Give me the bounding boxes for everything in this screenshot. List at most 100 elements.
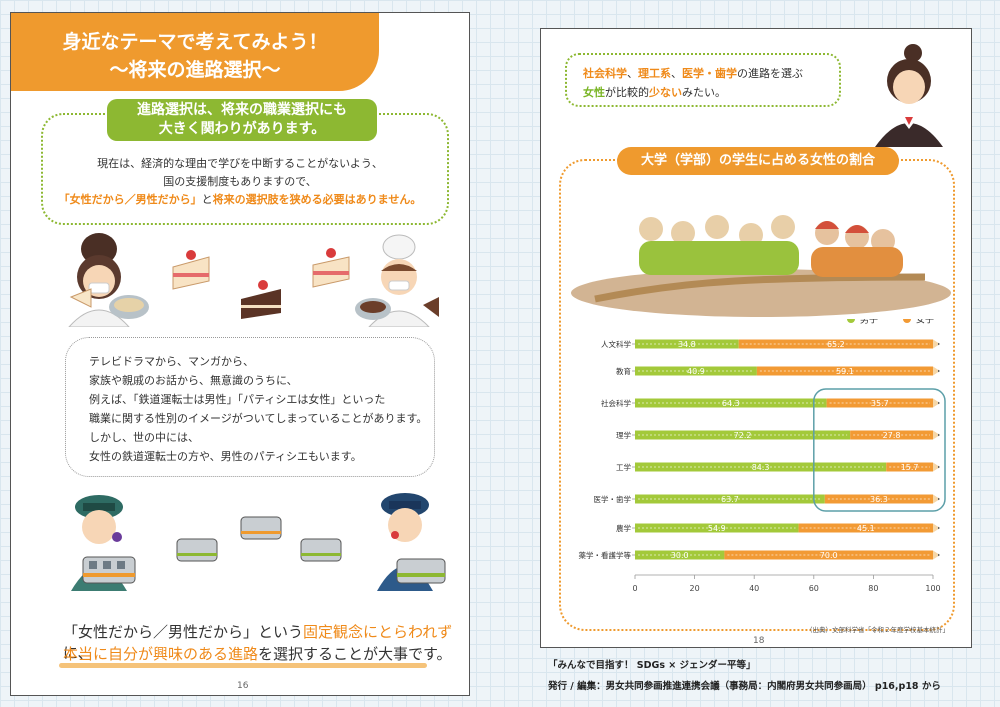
data-label: 40.9	[687, 367, 705, 376]
data-label: 45.1	[857, 524, 875, 533]
bar-segment	[738, 339, 933, 349]
field-science-engineering: 理工系	[638, 67, 671, 80]
bar-segment	[826, 398, 933, 408]
field-medicine: 医学・歯学	[682, 67, 737, 80]
theme-banner: 身近なテーマで考えてみよう！ ～将来の進路選択～	[11, 13, 379, 91]
data-label: 30.0	[671, 551, 689, 560]
strawberry-cake-icon	[172, 250, 210, 290]
train-icon	[240, 516, 282, 540]
stereotype-line: 職業に関する性別のイメージがついてしまっていることがあります。	[89, 412, 428, 425]
bar-segment	[824, 494, 933, 504]
pencil-tip	[933, 430, 940, 440]
stereotype-line: 女性の鉄道運転士の方や、男性のパティシエもいます。	[89, 450, 362, 463]
page-number-18: 18	[753, 636, 765, 646]
pencil-lead	[938, 526, 940, 530]
conclusion-underline	[59, 663, 427, 668]
conclusion-line-2: 本当に自分が興味のある進路を選択することが大事です。	[63, 643, 452, 664]
girl-icon	[875, 44, 943, 147]
conclusion-emphasis: 本当に自分が興味のある進路	[63, 645, 259, 663]
category-label: 医学・歯学	[594, 494, 632, 504]
female-team-icon	[811, 221, 903, 277]
pencil-lead	[938, 497, 940, 501]
x-tick-label: 0	[632, 584, 637, 593]
page-18: 社会科学、理工系、医学・歯学の進路を選ぶ 女性が比較的少ないみたい。 大学（学部…	[540, 28, 972, 648]
pencil-tip	[933, 462, 940, 472]
train-icon	[82, 556, 136, 584]
train-icon	[176, 538, 218, 562]
pencil-lead	[938, 465, 940, 469]
speech-women: 女性	[583, 86, 605, 99]
footer-publisher: 発行 / 編集：男女共同参画推進連携会議（事務局：内閣府男女共同参画局） p16…	[548, 681, 941, 692]
x-tick-label: 20	[690, 584, 700, 593]
banner-subtitle: ～将来の進路選択～	[109, 59, 281, 81]
female-patissier-icon	[68, 233, 149, 327]
data-label: 27.8	[883, 431, 901, 440]
category-label: 教育	[616, 366, 631, 376]
footer-title: 「みんなで目指す！ SDGs × ジェンダー平等」	[548, 660, 756, 671]
field-social-science: 社会科学	[583, 67, 627, 80]
pencil-tip	[933, 550, 940, 560]
stereotype-line: 家族や親戚のお話から、無意識のうちに、	[89, 374, 298, 387]
speech-text: みたい。	[682, 86, 726, 99]
x-tick-label: 100	[925, 584, 940, 593]
speech-text: の進路を選ぶ	[737, 67, 803, 80]
bar-chart: 男子 女子 0 20 40 60 80 100 人文科学 34.8 65.2 教育 40.9 59.1 社会…	[579, 319, 946, 593]
stereotype-line: 例えば、「鉄道運転士は男性」「パティシエは女性」といった	[89, 393, 386, 406]
data-label: 70.0	[820, 551, 838, 560]
gender-quote: 「女性だから／男性だから」	[58, 193, 202, 206]
bar-segment	[635, 494, 825, 504]
pencil-tip	[933, 398, 940, 408]
data-label: 54.9	[708, 524, 726, 533]
heading-line-2: 大きく関わりがあります。	[158, 121, 326, 137]
category-label: 社会科学	[601, 398, 631, 408]
speech-few: 少ない	[649, 86, 682, 99]
conclusion-emphasis: 固定観念にとらわれず	[303, 623, 453, 641]
data-label: 35.7	[871, 399, 889, 408]
data-label: 63.7	[721, 495, 739, 504]
data-label: 36.3	[870, 495, 888, 504]
category-label: 農学	[616, 523, 631, 533]
chart-source: （出典）文部科学省「令和２年度学校基本統計」	[806, 626, 949, 634]
conclusion-text: に、	[63, 644, 93, 662]
x-tick-label: 40	[749, 584, 759, 593]
category-label: 薬学・看護学等	[579, 550, 632, 560]
separator: 、	[671, 67, 682, 80]
pencil-tip	[933, 339, 940, 349]
data-label: 15.7	[901, 463, 919, 472]
section1-line-3: 「女性だから／男性だから」と将来の選択肢を狭める必要はありません。	[11, 191, 469, 207]
train-driver-illustration	[71, 493, 446, 591]
data-label: 59.1	[836, 367, 854, 376]
tug-of-war-illustration	[571, 215, 951, 317]
conclusion-text: を選択することが大事です。	[258, 645, 452, 663]
pencil-lead	[938, 433, 940, 437]
data-label: 84.3	[752, 463, 770, 472]
pencil-tip	[933, 523, 940, 533]
conclusion-text: 「女性だから／男性だから」という	[63, 623, 304, 641]
chart-title: 大学（学部）の学生に占める女性の割合	[617, 147, 899, 175]
strawberry-cake-icon	[312, 248, 350, 288]
page-number-16: 16	[237, 681, 249, 691]
speech-line-2: 女性が比較的少ないみたい。	[583, 84, 726, 100]
chocolate-cake-icon	[241, 280, 281, 319]
category-label: 工学	[616, 462, 631, 472]
bar-segment	[635, 462, 887, 472]
banner-title: 身近なテーマで考えてみよう！	[62, 31, 328, 53]
data-label: 34.8	[678, 340, 696, 349]
legend-label: 女子	[916, 319, 934, 326]
category-label: 理学	[616, 430, 631, 440]
data-label: 72.2	[734, 431, 752, 440]
stereotype-box	[65, 337, 435, 477]
stereotype-line: しかし、世の中には、	[89, 431, 199, 444]
speech-line-1: 社会科学、理工系、医学・歯学の進路を選ぶ	[583, 65, 803, 81]
tug-of-war-rope-icon	[594, 273, 926, 303]
pencil-lead	[938, 369, 940, 373]
no-need-text: 将来の選択肢を狭める必要はありません。	[212, 193, 422, 206]
section1-line-2: 国の支援制度もありますので、	[163, 175, 317, 188]
conclusion-line-1: 「女性だから／男性だから」という固定観念にとらわれずに、	[63, 621, 469, 663]
heading-line-1: 進路選択は、将来の職業選択にも	[137, 102, 347, 118]
male-patissier-icon	[355, 234, 439, 327]
pencil-tip	[933, 494, 940, 504]
x-tick-label: 60	[809, 584, 819, 593]
pencil-lead	[938, 401, 940, 405]
data-label: 65.2	[827, 340, 845, 349]
